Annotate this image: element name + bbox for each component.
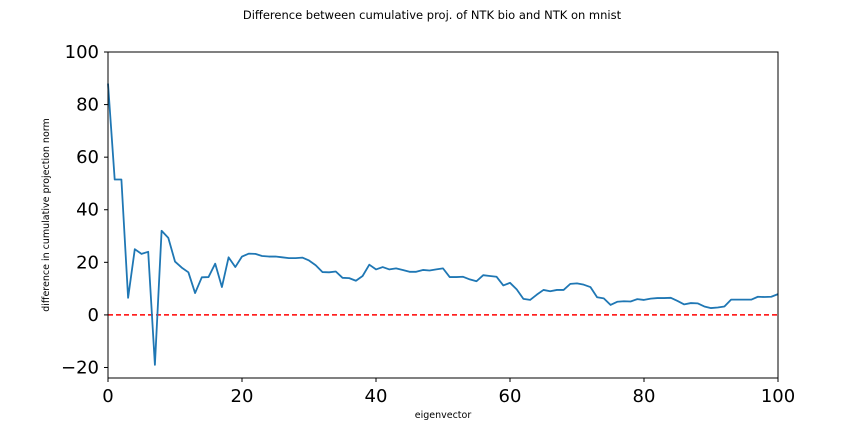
y-tick-label: 80 (76, 95, 99, 116)
x-axis-label: eigenvector (415, 410, 472, 421)
y-axis-label: difference in cumulative projection norm (41, 118, 52, 312)
plot-area (107, 83, 779, 366)
x-tick-label: 80 (633, 386, 656, 407)
x-tick-label: 20 (231, 386, 254, 407)
y-tick-label: 100 (65, 42, 99, 63)
y-tick-label: 20 (76, 252, 99, 273)
series-line (107, 83, 779, 366)
y-tick-label: 60 (76, 147, 99, 168)
x-axis: 0 20 40 60 80 100 (102, 378, 795, 407)
axes-frame (107, 51, 779, 379)
y-axis: −20 0 20 40 60 80 100 (61, 42, 108, 378)
chart-title: Difference between cumulative proj. of N… (243, 8, 622, 22)
x-tick-label: 0 (102, 386, 113, 407)
y-tick-label: −20 (61, 357, 99, 378)
x-tick-label: 40 (365, 386, 388, 407)
y-tick-label: 40 (76, 200, 99, 221)
x-tick-label: 100 (761, 386, 795, 407)
y-tick-label: 0 (88, 305, 99, 326)
x-tick-label: 60 (499, 386, 522, 407)
